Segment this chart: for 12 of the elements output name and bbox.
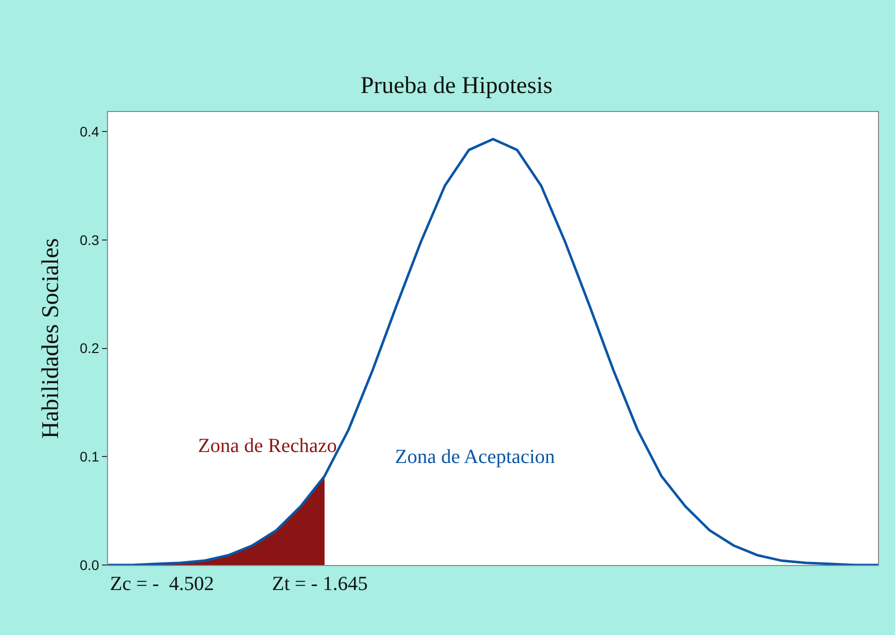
text: Zc = - 4.502 xyxy=(110,573,214,595)
series-label: Zona de Rechazo xyxy=(198,435,337,457)
chart-title: Prueba de Hipotesis xyxy=(360,73,552,99)
y-tick-label: 0.4 xyxy=(80,123,100,140)
text: Zona de Aceptacion xyxy=(395,446,555,468)
y-tick-label: 0.0 xyxy=(80,556,100,573)
line-series xyxy=(108,138,878,565)
y-tick-label: 0.2 xyxy=(80,340,100,356)
text: Zt = - 1.645 xyxy=(272,573,368,595)
y-tick-label: 0.1 xyxy=(80,448,100,465)
y-tick-label: 0.3 xyxy=(80,232,100,248)
y-axis-title: Habilidades Sociales xyxy=(38,238,64,439)
